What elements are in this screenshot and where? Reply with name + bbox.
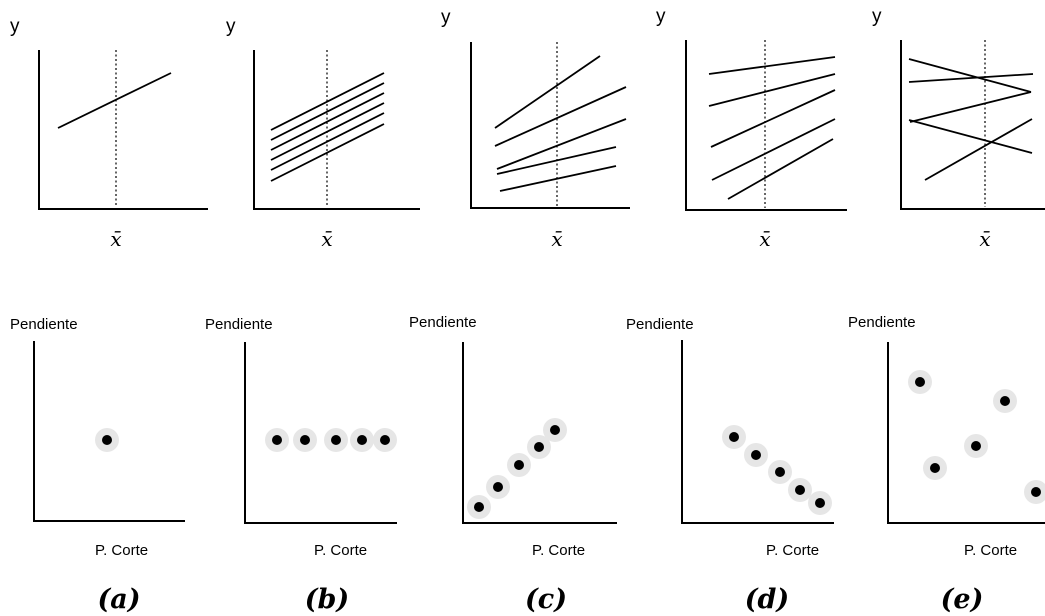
regression-line xyxy=(496,146,617,175)
regression-line xyxy=(908,119,1033,154)
regression-line xyxy=(924,118,1033,181)
scatter-panel-c: Pendiente P. Corte (c) xyxy=(409,314,617,615)
lines-panel-b: y x̄ xyxy=(226,16,420,251)
regression-line xyxy=(270,82,385,141)
lines-panel-d: y x̄ xyxy=(656,6,847,251)
x-mean-label: x̄ xyxy=(551,227,562,251)
data-point xyxy=(808,491,832,515)
scatter-panel-e: Pendiente P. Corte (e) xyxy=(848,314,1045,615)
regression-line xyxy=(908,73,1034,83)
intercept-axis-label: P. Corte xyxy=(964,542,1017,559)
y-axis-label: y xyxy=(656,6,666,27)
x-mean-label: x̄ xyxy=(759,227,770,251)
regression-line xyxy=(708,73,836,107)
intercept-axis-label: P. Corte xyxy=(766,542,819,559)
data-point xyxy=(993,389,1017,413)
y-axis-label: y xyxy=(226,16,236,37)
panel-caption: (e) xyxy=(941,584,984,615)
x-mean-label: x̄ xyxy=(321,227,332,251)
data-point xyxy=(324,428,348,452)
slope-axis-label: Pendiente xyxy=(626,316,694,333)
scatter-panel-d: Pendiente P. Corte (d) xyxy=(626,316,834,615)
regression-line xyxy=(711,118,836,181)
x-mean-label: x̄ xyxy=(979,227,990,251)
y-axis-label: y xyxy=(10,16,20,37)
regression-line xyxy=(270,72,385,131)
lines-panel-c: y x̄ xyxy=(441,7,630,251)
y-axis-label: y xyxy=(441,7,451,28)
regression-line xyxy=(496,118,627,170)
axes xyxy=(470,42,630,209)
lines-panel-a: y x̄ xyxy=(10,16,208,251)
regression-line xyxy=(57,72,172,129)
slope-axis-label: Pendiente xyxy=(10,316,78,333)
data-point xyxy=(527,435,551,459)
slope-axis-label: Pendiente xyxy=(409,314,477,331)
data-point xyxy=(964,434,988,458)
data-point xyxy=(486,475,510,499)
regression-line xyxy=(499,165,617,192)
regression-line xyxy=(270,112,385,171)
panel-caption: (b) xyxy=(305,584,349,615)
data-point xyxy=(768,460,792,484)
slope-axis-label: Pendiente xyxy=(205,316,273,333)
regression-line xyxy=(270,92,385,151)
data-point xyxy=(350,428,374,452)
data-point xyxy=(507,453,531,477)
axes xyxy=(38,50,208,210)
regression-line xyxy=(708,56,836,75)
data-point xyxy=(788,478,812,502)
scatter-panel-b: Pendiente P. Corte (b) xyxy=(205,316,397,615)
lines-panel-e: y x̄ xyxy=(872,6,1045,251)
intercept-axis-label: P. Corte xyxy=(532,542,585,559)
data-point xyxy=(543,418,567,442)
axes xyxy=(900,40,1045,210)
slope-axis-label: Pendiente xyxy=(848,314,916,331)
x-mean-label: x̄ xyxy=(110,227,121,251)
intercept-axis-label: P. Corte xyxy=(95,542,148,559)
regression-line xyxy=(908,58,1032,93)
axes xyxy=(462,342,617,524)
scatter-panel-a: Pendiente P. Corte (a) xyxy=(10,316,185,615)
axes xyxy=(33,341,185,522)
panel-caption: (a) xyxy=(97,584,140,615)
data-point xyxy=(265,428,289,452)
axes xyxy=(685,40,847,211)
data-point xyxy=(923,456,947,480)
data-point xyxy=(467,495,491,519)
data-point xyxy=(1024,480,1045,504)
regression-line xyxy=(270,102,385,161)
regression-line xyxy=(727,138,834,200)
axes xyxy=(244,342,397,524)
axes xyxy=(887,342,1045,524)
regression-line xyxy=(710,89,836,148)
data-point xyxy=(908,370,932,394)
data-point xyxy=(744,443,768,467)
axes xyxy=(681,340,834,524)
regression-line xyxy=(270,123,385,182)
y-axis-label: y xyxy=(872,6,882,27)
panel-caption: (c) xyxy=(525,584,567,615)
regression-line xyxy=(494,55,601,129)
data-point xyxy=(95,428,119,452)
data-point xyxy=(373,428,397,452)
regression-line xyxy=(909,91,1032,123)
intercept-axis-label: P. Corte xyxy=(314,542,367,559)
axes xyxy=(253,50,420,210)
data-point xyxy=(722,425,746,449)
regression-line xyxy=(494,86,627,147)
panel-caption: (d) xyxy=(745,584,789,615)
data-point xyxy=(293,428,317,452)
